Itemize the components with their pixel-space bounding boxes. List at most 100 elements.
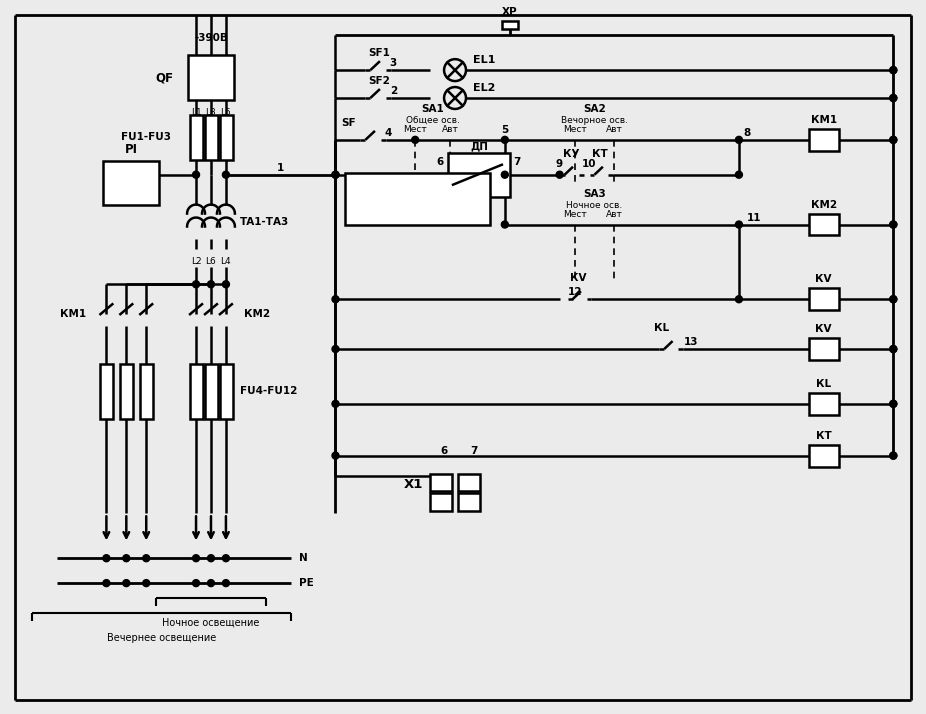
Text: 12: 12 (568, 287, 582, 297)
Text: КМ2: КМ2 (810, 200, 837, 210)
Circle shape (501, 221, 508, 228)
Circle shape (735, 171, 743, 178)
Text: Авт: Авт (606, 209, 623, 218)
Text: L3: L3 (206, 108, 217, 117)
Circle shape (735, 296, 743, 303)
Text: SF2: SF2 (369, 76, 390, 86)
Text: L4: L4 (220, 257, 232, 266)
Text: ДП: ДП (469, 142, 488, 152)
Circle shape (193, 171, 199, 178)
Circle shape (222, 171, 230, 178)
Bar (431, 473, 452, 491)
Bar (458, 493, 480, 511)
Text: КV: КV (569, 273, 586, 283)
Circle shape (735, 136, 743, 144)
Circle shape (890, 296, 896, 303)
Text: 5: 5 (501, 125, 508, 135)
Bar (220, 115, 233, 160)
Text: КL: КL (655, 323, 669, 333)
Text: Общее осв.: Общее осв. (406, 116, 459, 125)
Bar (188, 55, 234, 100)
Circle shape (501, 171, 508, 178)
Text: 6: 6 (436, 157, 444, 167)
Circle shape (332, 296, 339, 303)
Bar (140, 364, 153, 418)
Text: 10: 10 (582, 159, 596, 169)
Circle shape (890, 296, 896, 303)
Text: ХР: ХР (502, 7, 518, 17)
Bar (205, 364, 218, 418)
Text: Wh: Wh (119, 176, 144, 189)
Circle shape (735, 221, 743, 228)
Bar (502, 21, 518, 29)
Text: заморочен на: заморочен на (387, 193, 447, 201)
Text: КМ2: КМ2 (244, 309, 270, 319)
Bar (448, 153, 510, 196)
Circle shape (890, 94, 896, 101)
Circle shape (890, 94, 896, 101)
Text: SA2: SA2 (583, 104, 606, 114)
Circle shape (890, 221, 896, 228)
Text: 2: 2 (390, 86, 397, 96)
Circle shape (193, 281, 199, 288)
Text: КМ1: КМ1 (810, 115, 837, 125)
Circle shape (890, 66, 896, 74)
Text: 4: 4 (384, 128, 392, 138)
Text: SA3: SA3 (583, 188, 606, 198)
Circle shape (103, 555, 110, 562)
Circle shape (123, 580, 130, 587)
Circle shape (332, 171, 339, 178)
Text: КМ1: КМ1 (60, 309, 86, 319)
Circle shape (332, 346, 339, 353)
Circle shape (193, 580, 199, 587)
Circle shape (123, 555, 130, 562)
Text: 6: 6 (440, 446, 447, 456)
Circle shape (207, 555, 215, 562)
Text: Мест: Мест (404, 125, 427, 134)
Text: ТА1-ТА3: ТА1-ТА3 (240, 217, 289, 227)
Bar (345, 173, 490, 224)
Bar (104, 161, 159, 205)
Text: При поставке контакт: При поставке контакт (368, 180, 467, 188)
Text: 11: 11 (747, 213, 761, 223)
Text: Авт: Авт (606, 125, 623, 134)
Text: Х1: Х1 (404, 478, 423, 491)
Circle shape (890, 452, 896, 459)
Text: Авт: Авт (442, 125, 458, 134)
Circle shape (222, 555, 230, 562)
Circle shape (890, 221, 896, 228)
Bar (458, 473, 480, 491)
Circle shape (143, 580, 150, 587)
Bar (120, 364, 133, 418)
Text: SF: SF (341, 118, 356, 128)
Circle shape (412, 136, 419, 144)
Circle shape (332, 401, 339, 407)
Circle shape (501, 136, 508, 144)
Text: -390В: -390В (194, 34, 228, 44)
Text: PI: PI (125, 143, 138, 156)
Circle shape (103, 580, 110, 587)
Text: КV: КV (815, 274, 832, 284)
Circle shape (890, 136, 896, 144)
Bar (431, 493, 452, 511)
Text: N: N (299, 553, 307, 563)
Text: SF1: SF1 (369, 48, 390, 58)
Bar (808, 213, 839, 236)
Circle shape (557, 171, 563, 178)
Text: L1: L1 (191, 108, 202, 117)
Circle shape (222, 580, 230, 587)
Text: Вечорное осв.: Вечорное осв. (561, 116, 628, 125)
Circle shape (890, 136, 896, 144)
Bar (808, 288, 839, 310)
Text: SA1: SA1 (421, 104, 444, 114)
Text: хлаином зазоие: хлаином зазоие (382, 206, 452, 215)
Text: Мест: Мест (563, 125, 586, 134)
Circle shape (890, 401, 896, 407)
Text: 7: 7 (470, 446, 477, 456)
Bar (220, 364, 233, 418)
Circle shape (332, 171, 339, 178)
Text: Ночное осв.: Ночное осв. (567, 201, 622, 210)
Circle shape (890, 452, 896, 459)
Text: 3: 3 (390, 58, 397, 68)
Bar (808, 393, 839, 415)
